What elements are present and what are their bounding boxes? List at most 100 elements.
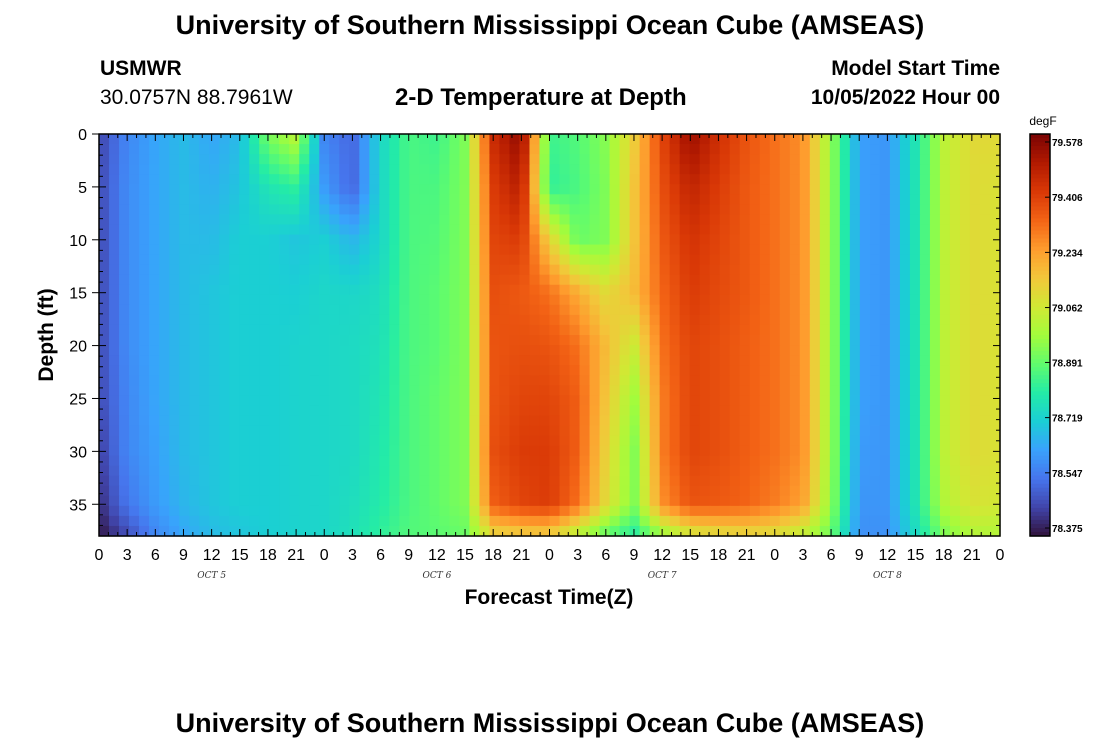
heatmap-cell (289, 214, 300, 226)
heatmap-cell (799, 144, 811, 155)
heatmap-cell (779, 214, 791, 226)
heatmap-cell (459, 345, 471, 356)
heatmap-cell (289, 174, 300, 185)
heatmap-cell (589, 415, 601, 427)
heatmap-cell (469, 194, 481, 205)
heatmap-cell (409, 445, 420, 457)
heatmap-cell (269, 244, 280, 256)
heatmap-cell (409, 335, 420, 346)
heatmap-cell (749, 274, 761, 286)
heatmap-cell (769, 375, 781, 386)
heatmap-cell (989, 505, 1001, 517)
heatmap-cell (309, 515, 320, 527)
heatmap-cell (139, 375, 150, 386)
heatmap-cell (769, 214, 781, 226)
heatmap-cell (339, 214, 350, 226)
heatmap-cell (529, 395, 541, 406)
heatmap-cell (919, 455, 931, 467)
heatmap-cell (869, 134, 881, 145)
heatmap-cell (939, 314, 951, 326)
heatmap-cell (199, 194, 210, 205)
heatmap-cell (809, 455, 821, 467)
heatmap-cell (259, 154, 270, 165)
heatmap-cell (369, 335, 380, 346)
heatmap-cell (219, 435, 230, 447)
heatmap-cell (519, 415, 531, 427)
heatmap-cell (539, 445, 551, 457)
heatmap-cell (909, 204, 921, 215)
heatmap-cell (169, 365, 180, 376)
heatmap-cell (759, 415, 771, 427)
heatmap-cell (559, 365, 571, 376)
heatmap-cell (399, 495, 410, 507)
heatmap-cell (169, 274, 180, 286)
heatmap-cell (979, 505, 991, 517)
heatmap-cell (889, 495, 901, 507)
heatmap-cell (439, 485, 450, 497)
heatmap-cell (669, 505, 681, 517)
heatmap-cell (879, 234, 891, 246)
heatmap-cell (959, 495, 971, 507)
heatmap-cell (819, 314, 831, 326)
heatmap-cell (449, 485, 460, 497)
heatmap-cell (669, 525, 681, 537)
heatmap-cell (449, 345, 460, 356)
heatmap-cell (359, 525, 370, 537)
heatmap-cell (119, 134, 130, 145)
heatmap-cell (159, 375, 170, 386)
x-tick-label: 15 (231, 547, 249, 564)
heatmap-cell (159, 415, 170, 427)
heatmap-cell (979, 244, 991, 256)
heatmap-cell (609, 515, 621, 527)
heatmap-cell (359, 294, 370, 306)
heatmap-cell (589, 204, 601, 215)
heatmap-cell (829, 335, 841, 346)
heatmap-cell (329, 475, 340, 487)
heatmap-cell (629, 405, 641, 416)
heatmap-cell (219, 314, 230, 326)
heatmap-cell (289, 445, 300, 457)
heatmap-cell (329, 365, 340, 376)
x-tick-label: 6 (601, 547, 610, 564)
heatmap-cell (979, 164, 991, 175)
heatmap-cell (209, 445, 220, 457)
heatmap-cell (99, 194, 110, 205)
y-tick-label: 15 (69, 286, 87, 303)
heatmap-cell (349, 204, 360, 215)
colorbar-segment (1030, 403, 1050, 408)
heatmap-cell (449, 475, 460, 487)
heatmap-cell (209, 515, 220, 527)
heatmap-cell (539, 495, 551, 507)
heatmap-cell (759, 345, 771, 356)
heatmap-cell (249, 515, 260, 527)
heatmap-cell (659, 395, 671, 406)
heatmap-cell (369, 375, 380, 386)
heatmap-cell (229, 284, 240, 296)
colorbar-segment (1030, 375, 1050, 380)
heatmap-cell (349, 164, 360, 175)
heatmap-cell (729, 234, 741, 246)
heatmap-cell (639, 335, 651, 346)
heatmap-cell (709, 284, 721, 296)
heatmap-cell (429, 395, 440, 406)
heatmap-cell (189, 224, 200, 236)
heatmap-cell (769, 204, 781, 215)
heatmap-cell (719, 194, 731, 205)
heatmap-cell (359, 164, 370, 175)
heatmap-cell (419, 385, 430, 396)
heatmap-cell (329, 455, 340, 467)
colorbar-segment (1030, 479, 1050, 485)
heatmap-cell (139, 274, 150, 286)
heatmap-cell (529, 154, 541, 165)
heatmap-cell (939, 485, 951, 497)
heatmap-cell (939, 274, 951, 286)
heatmap-cell (369, 465, 380, 477)
heatmap-cell (889, 234, 901, 246)
heatmap-cell (899, 214, 911, 226)
heatmap-cell (239, 164, 250, 175)
heatmap-cell (299, 314, 310, 326)
heatmap-cell (619, 435, 631, 447)
heatmap-cell (329, 375, 340, 386)
heatmap-cell (209, 495, 220, 507)
heatmap-cell (159, 164, 170, 175)
